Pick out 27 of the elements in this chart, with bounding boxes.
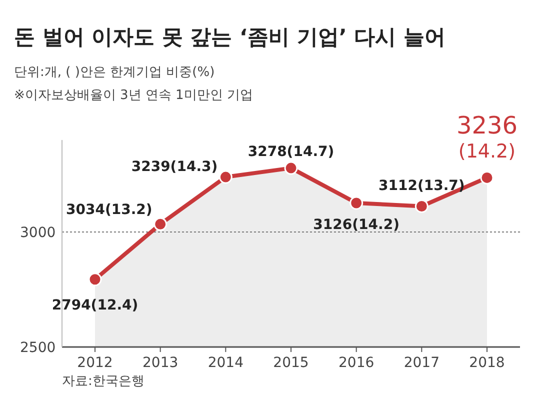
text: 2794(12.4) (52, 297, 138, 314)
y-tick-label: 3000 (20, 224, 56, 241)
text: 3034(13.2) (66, 202, 152, 218)
text: ※이자보상배율이 3년 연속 1미만인 기업 (14, 88, 253, 103)
point (218, 170, 232, 184)
text: 3239(14.3) (131, 159, 218, 176)
chart-title: 돈 벌어 이자도 못 갚는 ‘좀비 기업’ 다시 늘어 (14, 25, 446, 49)
y-tick-label: 2500 (20, 340, 56, 356)
x-tick-label: 2015 (273, 355, 309, 371)
x-tick-label: 2016 (338, 355, 374, 371)
point (284, 161, 298, 175)
text: 3126(14.2) (313, 217, 400, 234)
text: 3112(13.7) (378, 178, 465, 194)
x-tick-label: 2013 (142, 355, 178, 371)
point (480, 170, 494, 184)
point (350, 196, 364, 210)
point (88, 272, 102, 286)
text: 3236(14.2) (456, 112, 518, 163)
chart-subtitle: 단위:개, ( )안은 한계기업 비중(%) (14, 65, 215, 80)
text: 3278(14.7) (248, 144, 334, 160)
text: 자료:한국은행 (62, 374, 144, 389)
point (154, 217, 168, 231)
x-tick-label: 2012 (77, 355, 113, 371)
x-tick-label: 2014 (208, 355, 244, 371)
point (414, 199, 428, 213)
x-tick-label: 2017 (404, 355, 440, 371)
x-tick-label: 2018 (469, 355, 505, 371)
